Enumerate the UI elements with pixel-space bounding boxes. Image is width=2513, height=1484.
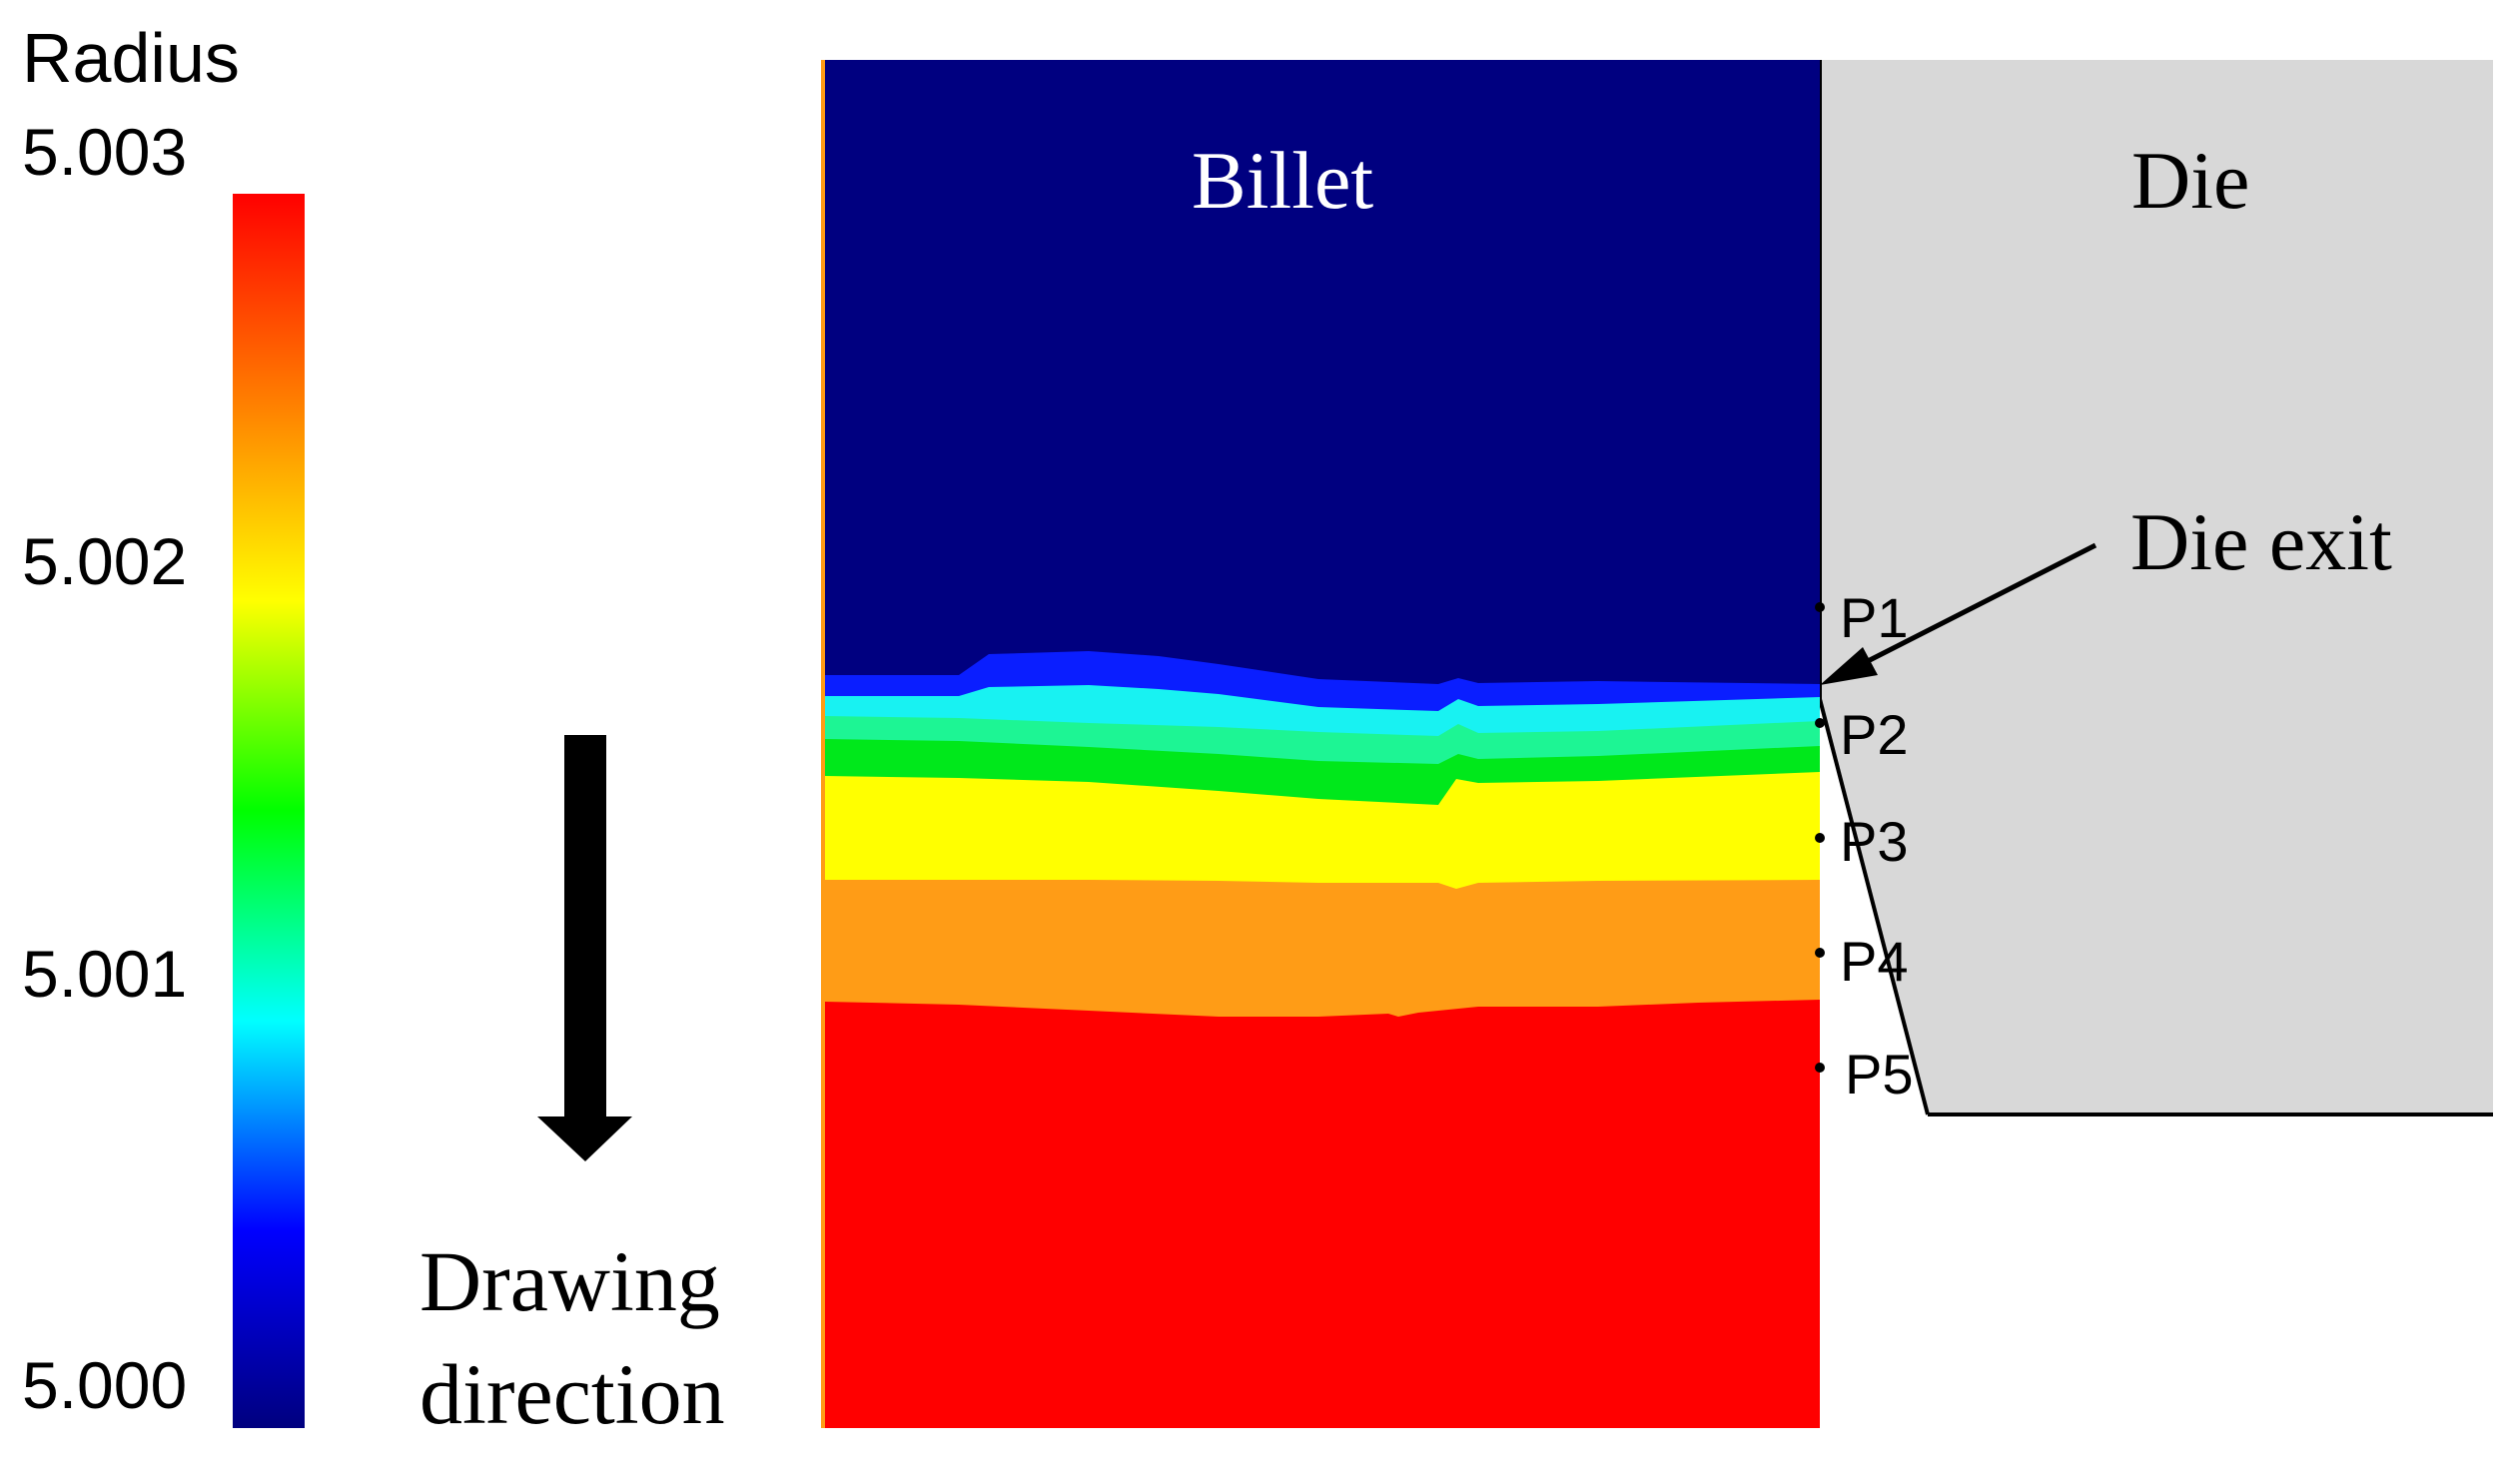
drawing-direction-arrow-head (537, 1116, 632, 1161)
point-p1-marker (1815, 602, 1825, 612)
colorbar-tick-5-003: 5.003 (22, 115, 187, 189)
die-exit-annotation: Die exit (1820, 496, 2392, 685)
die-exit-label: Die exit (2130, 496, 2392, 587)
billet-band-red (825, 1000, 1820, 1428)
drawing-direction-arrow-shaft (564, 735, 606, 1122)
colorbar-tick-5-002: 5.002 (22, 524, 187, 598)
colorbar: Radius 5.003 5.002 5.001 5.000 (22, 19, 305, 1428)
drawing-direction-line2: direction (419, 1346, 725, 1442)
point-p3-label: P3 (1840, 810, 1909, 873)
colorbar-title: Radius (22, 19, 240, 97)
point-p2-label: P2 (1840, 703, 1909, 766)
point-p3-marker (1815, 833, 1825, 843)
drawing-direction: Drawing direction (419, 735, 725, 1442)
colorbar-gradient (233, 194, 305, 1428)
die: Die (1818, 60, 2493, 1116)
billet: Billet (821, 60, 1820, 1428)
point-p4-label: P4 (1840, 930, 1909, 993)
billet-left-edge (821, 60, 825, 1428)
die-bearing-edge (1818, 698, 1930, 1115)
point-p1-label: P1 (1840, 586, 1909, 649)
drawing-direction-line1: Drawing (419, 1233, 720, 1329)
die-exit-arrow-head (1820, 647, 1878, 685)
point-p5-label: P5 (1845, 1043, 1914, 1106)
die-body (1820, 60, 2493, 1114)
colorbar-tick-5-000: 5.000 (22, 1348, 187, 1422)
point-p2-marker (1815, 718, 1825, 728)
die-exit-arrow-line (1866, 542, 2097, 664)
probe-points: P1 P2 P3 P4 P5 (1815, 586, 1914, 1106)
billet-label: Billet (1192, 135, 1373, 226)
colorbar-tick-5-001: 5.001 (22, 937, 187, 1011)
point-p5-marker (1815, 1063, 1825, 1073)
point-p4-marker (1815, 948, 1825, 958)
die-label: Die (2131, 135, 2249, 226)
